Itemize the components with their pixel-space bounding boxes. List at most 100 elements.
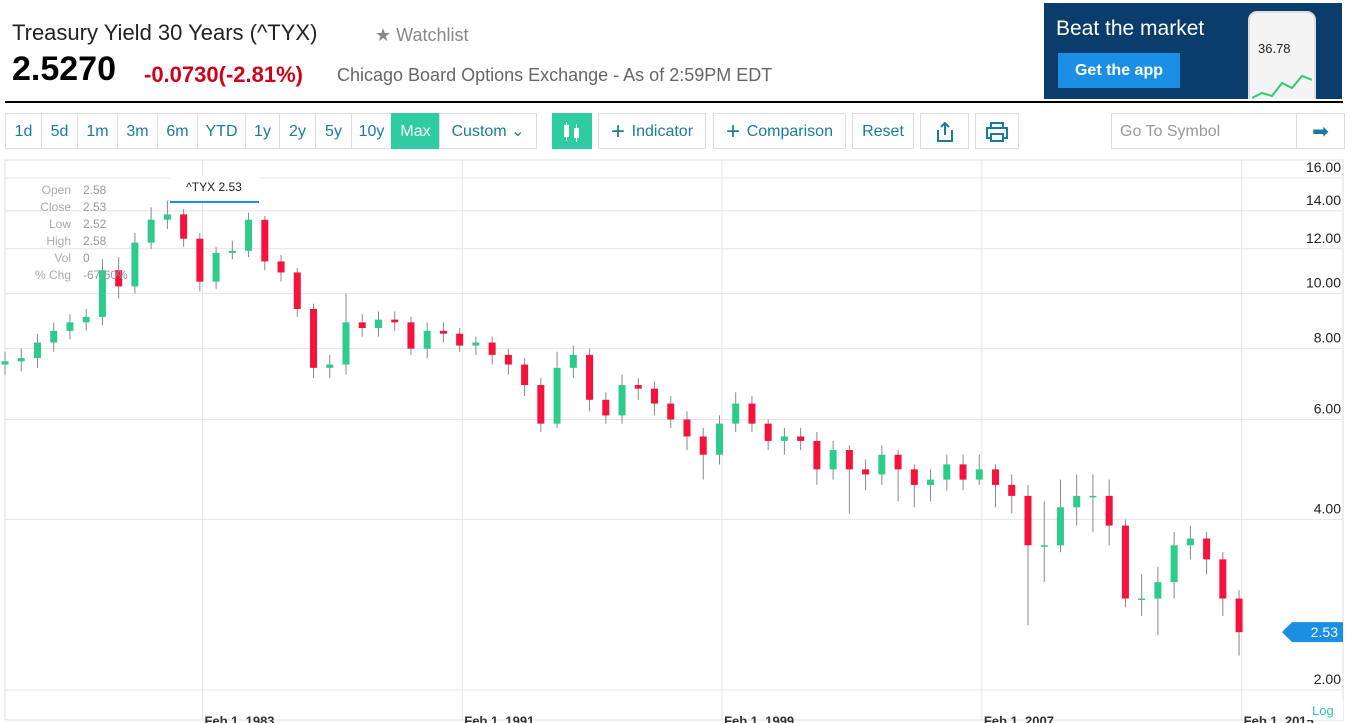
y-tick-label: 14.00 <box>1306 192 1341 208</box>
y-tick-label: 12.00 <box>1306 230 1341 246</box>
candle-body <box>163 214 171 220</box>
range-button[interactable]: 3m <box>117 113 158 149</box>
ad-headline: Beat the market <box>1056 17 1205 40</box>
share-button[interactable] <box>920 113 969 149</box>
toolbar: 1d 5d 1m 3m 6m YTD 1y 2y 5y 10y Max Custom ⌄ + Indic… <box>5 113 1345 151</box>
range-button[interactable]: 6m <box>157 113 198 149</box>
ohlc-key: High <box>46 234 71 248</box>
candle-body <box>391 319 399 323</box>
range-button-label[interactable]: 6m <box>166 123 189 140</box>
scale-toggle-bg <box>1305 700 1343 720</box>
ohlc-key: Close <box>40 200 71 214</box>
x-tick-label: Feb 1, 2015 <box>1244 713 1314 723</box>
range-button-label[interactable]: 1d <box>14 123 33 140</box>
candle-body <box>959 464 967 480</box>
quote-title: Treasury Yield 30 Years (^TYX) <box>12 20 318 45</box>
y-tick-label: 6.00 <box>1314 400 1341 416</box>
candle-body <box>1040 545 1048 547</box>
candle-body <box>634 385 642 389</box>
ohlc-key: % Chg <box>35 268 71 282</box>
candle-body <box>569 354 577 368</box>
range-button[interactable]: 5d <box>41 113 78 149</box>
custom-button[interactable]: Custom ⌄ <box>439 113 537 149</box>
candle-body <box>1219 559 1227 599</box>
candle-body <box>1089 495 1097 498</box>
ad-phone: 36.78 <box>1248 11 1316 99</box>
watchlist-button[interactable]: ★ Watchlist <box>375 25 469 45</box>
ad-button[interactable]: Get the app <box>1058 53 1180 88</box>
indicator-button[interactable]: + Indicator <box>598 113 706 149</box>
range-button-label[interactable]: Max <box>400 123 431 140</box>
candle-body <box>1203 538 1211 560</box>
range-button-label[interactable]: 5y <box>325 123 342 140</box>
candle-body <box>147 219 155 243</box>
candle-body <box>358 322 366 328</box>
ad-phone-quote: 36.78 <box>1258 41 1291 56</box>
ad-banner[interactable]: Beat the market Get the app 36.78 <box>1044 3 1342 99</box>
candle-body <box>407 322 415 349</box>
candle-body <box>829 450 837 470</box>
range-button[interactable]: Max <box>391 113 440 149</box>
ohlc-key: Open <box>42 183 71 197</box>
range-button-label[interactable]: 1y <box>254 123 271 140</box>
candle-body <box>196 238 204 282</box>
ohlc-value: -67.60% <box>83 268 128 282</box>
candle-body <box>33 342 41 359</box>
candle-body <box>1138 598 1146 601</box>
candle-body <box>1170 545 1178 583</box>
range-button-label[interactable]: 1m <box>86 123 109 140</box>
range-button-label[interactable]: 2y <box>289 123 306 140</box>
range-button[interactable]: YTD <box>197 113 246 149</box>
range-button[interactable]: 10y <box>351 113 392 149</box>
custom-button-label[interactable]: Custom <box>451 123 507 140</box>
candle-body <box>780 436 788 441</box>
candle-body <box>1121 525 1129 599</box>
candle-body <box>504 354 512 365</box>
range-button[interactable]: 1d <box>5 113 42 149</box>
candle-body <box>98 270 106 317</box>
range-button-label[interactable]: 10y <box>358 123 385 140</box>
candle-body <box>764 423 772 441</box>
scale-toggle[interactable]: Log <box>1312 703 1334 718</box>
candle-body <box>115 270 123 287</box>
candle-body <box>975 469 983 480</box>
comparison-button-label[interactable]: Comparison <box>746 123 833 140</box>
candle-body <box>1024 495 1032 546</box>
chart-type-button[interactable] <box>552 113 592 149</box>
candle-body <box>245 219 253 251</box>
comparison-button[interactable]: + Comparison <box>713 113 846 149</box>
candle-body <box>667 403 675 420</box>
range-button[interactable]: 1m <box>77 113 118 149</box>
candle-body <box>131 242 139 287</box>
candle-body <box>943 464 951 480</box>
candle-body <box>326 364 334 368</box>
range-button-label[interactable]: YTD <box>205 123 238 140</box>
quote-source: Chicago Board Options Exchange - As of 2… <box>337 65 773 85</box>
range-button[interactable]: 2y <box>279 113 316 149</box>
candle-body <box>1154 582 1162 599</box>
candle-body <box>1008 484 1016 496</box>
range-button-label[interactable]: 3m <box>126 123 149 140</box>
range-button[interactable]: 5y <box>315 113 352 149</box>
candle-body <box>310 308 318 368</box>
last-price-label: 2.53 <box>1311 624 1338 640</box>
candle-body <box>1056 507 1064 546</box>
candle-body <box>894 454 902 470</box>
candle-body <box>293 272 301 309</box>
candle-body <box>277 261 285 273</box>
candle-body <box>66 322 74 331</box>
candle-body <box>261 219 269 262</box>
symbol-search-label[interactable]: Go To Symbol <box>1120 123 1221 140</box>
symbol-search[interactable]: Go To Symbol <box>1111 113 1297 149</box>
reset-button-label[interactable]: Reset <box>862 123 904 140</box>
ohlc-value: 2.52 <box>83 217 107 231</box>
candle-body <box>927 479 935 485</box>
search-go[interactable]: ➡ <box>1296 113 1345 149</box>
reset-button[interactable]: Reset <box>852 113 914 149</box>
print-button[interactable] <box>975 113 1019 149</box>
range-button[interactable]: 1y <box>245 113 280 149</box>
watchlist-label[interactable]: Watchlist <box>396 25 469 45</box>
indicator-button-label[interactable]: Indicator <box>631 123 694 140</box>
range-button-label[interactable]: 5d <box>50 123 69 140</box>
